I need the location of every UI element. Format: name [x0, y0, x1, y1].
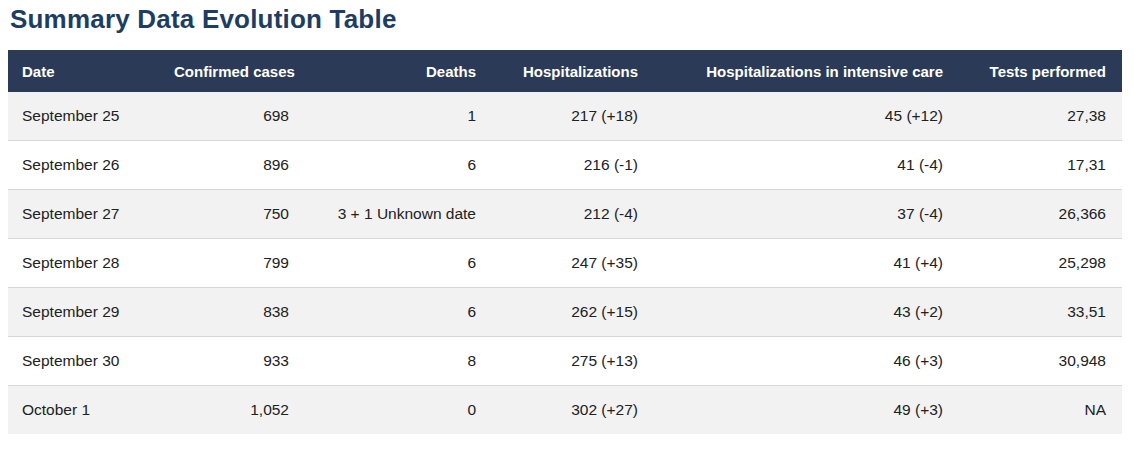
table-cell: NA: [959, 386, 1122, 435]
table-cell: 0: [305, 386, 492, 435]
table-cell: September 25: [8, 92, 158, 141]
table-cell: 26,366: [959, 190, 1122, 239]
table-cell: 838: [158, 288, 305, 337]
table-cell: 217 (+18): [492, 92, 654, 141]
table-cell: 750: [158, 190, 305, 239]
column-header-confirmed-cases: Confirmed cases: [158, 50, 305, 92]
table-body: September 256981217 (+18)45 (+12)27,38Se…: [8, 92, 1122, 434]
table-cell: 27,38: [959, 92, 1122, 141]
table-row: September 298386262 (+15)43 (+2)33,51: [8, 288, 1122, 337]
table-row: September 277503 + 1 Unknown date212 (-4…: [8, 190, 1122, 239]
table-header-row: DateConfirmed casesDeathsHospitalization…: [8, 50, 1122, 92]
table-cell: 43 (+2): [654, 288, 959, 337]
table-cell: 45 (+12): [654, 92, 959, 141]
table-cell: September 28: [8, 239, 158, 288]
table-cell: 275 (+13): [492, 337, 654, 386]
table-cell: 1: [305, 92, 492, 141]
table-row: September 268966216 (-1)41 (-4)17,31: [8, 141, 1122, 190]
table-cell: September 29: [8, 288, 158, 337]
table-cell: September 26: [8, 141, 158, 190]
table-cell: October 1: [8, 386, 158, 435]
table-row: September 309338275 (+13)46 (+3)30,948: [8, 337, 1122, 386]
column-header-tests-performed: Tests performed: [959, 50, 1122, 92]
table-cell: 41 (+4): [654, 239, 959, 288]
table-cell: 216 (-1): [492, 141, 654, 190]
table-cell: 698: [158, 92, 305, 141]
table-row: October 11,0520302 (+27)49 (+3)NA: [8, 386, 1122, 435]
table-row: September 256981217 (+18)45 (+12)27,38: [8, 92, 1122, 141]
table-cell: 8: [305, 337, 492, 386]
table-cell: 46 (+3): [654, 337, 959, 386]
table-cell: 1,052: [158, 386, 305, 435]
table-cell: 302 (+27): [492, 386, 654, 435]
table-cell: 41 (-4): [654, 141, 959, 190]
table-cell: 6: [305, 239, 492, 288]
table-cell: 49 (+3): [654, 386, 959, 435]
table-cell: 212 (-4): [492, 190, 654, 239]
page-title: Summary Data Evolution Table: [0, 0, 1134, 35]
summary-data-table: DateConfirmed casesDeathsHospitalization…: [8, 50, 1122, 434]
table-cell: 247 (+35): [492, 239, 654, 288]
table-cell: 17,31: [959, 141, 1122, 190]
table-cell: 6: [305, 288, 492, 337]
table-cell: 896: [158, 141, 305, 190]
table-row: September 287996247 (+35)41 (+4)25,298: [8, 239, 1122, 288]
column-header-hospitalizations-in-intensive-care: Hospitalizations in intensive care: [654, 50, 959, 92]
table-cell: 33,51: [959, 288, 1122, 337]
column-header-date: Date: [8, 50, 158, 92]
table-cell: 30,948: [959, 337, 1122, 386]
table-cell: 799: [158, 239, 305, 288]
table-cell: 25,298: [959, 239, 1122, 288]
table-cell: September 27: [8, 190, 158, 239]
table-header-row: DateConfirmed casesDeathsHospitalization…: [8, 50, 1122, 92]
table-cell: 262 (+15): [492, 288, 654, 337]
table-cell: 3 + 1 Unknown date: [305, 190, 492, 239]
table-cell: 933: [158, 337, 305, 386]
column-header-deaths: Deaths: [305, 50, 492, 92]
table-cell: September 30: [8, 337, 158, 386]
table-cell: 6: [305, 141, 492, 190]
table-cell: 37 (-4): [654, 190, 959, 239]
column-header-hospitalizations: Hospitalizations: [492, 50, 654, 92]
